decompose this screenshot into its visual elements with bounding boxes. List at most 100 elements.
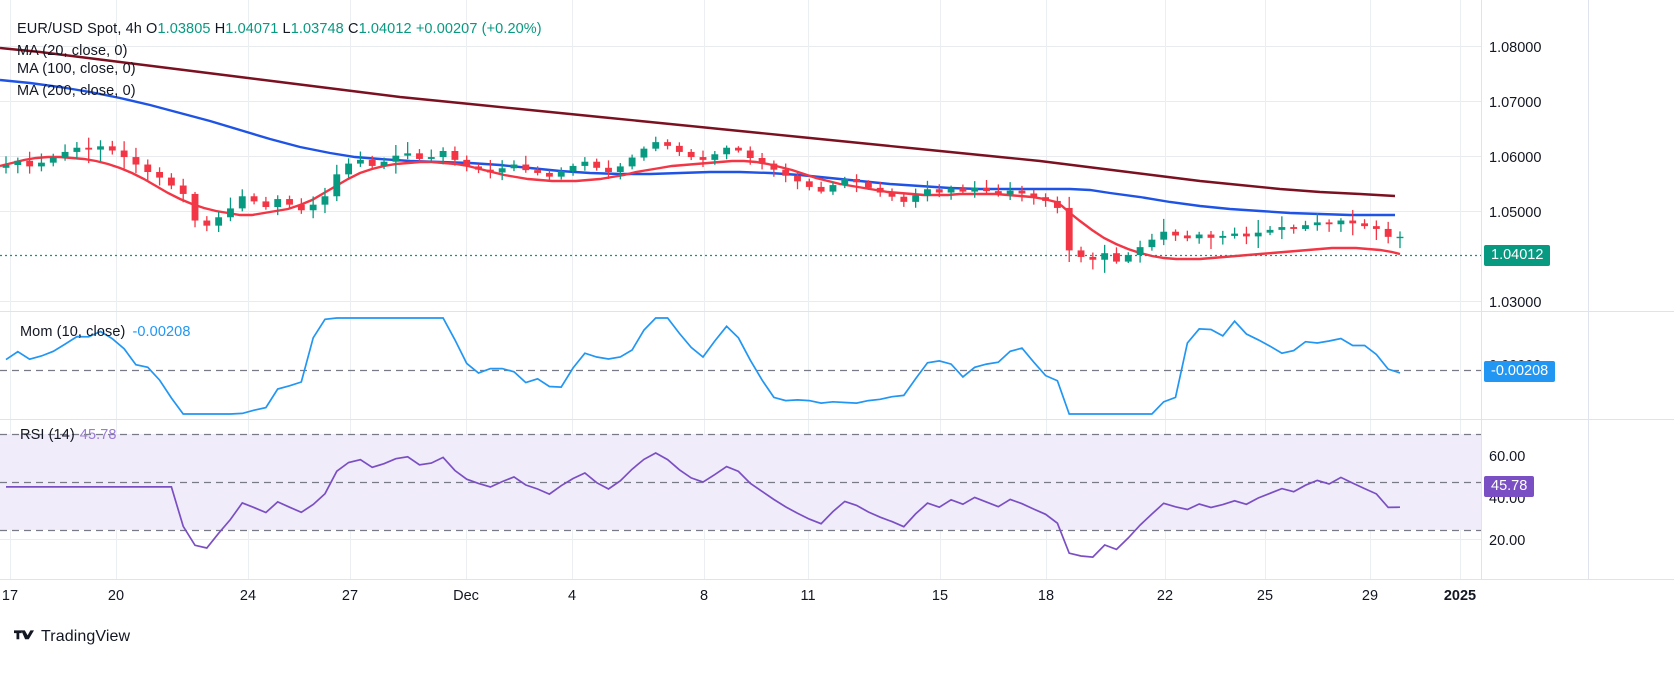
candle-body [108, 146, 116, 151]
candle-body [1018, 190, 1026, 194]
low-value: 1.03748 [290, 21, 344, 37]
time-tick-24: 24 [239, 588, 257, 604]
ma20-line [0, 155, 1401, 261]
time-tick-25: 25 [1256, 588, 1274, 604]
candle-body [1207, 234, 1215, 238]
candle-body [227, 208, 234, 218]
candle-body [900, 196, 908, 202]
ma100-label: MA (100, close, 0) [17, 61, 136, 77]
candle-body [498, 168, 506, 173]
candle-body [581, 161, 589, 166]
candle-body [38, 162, 45, 167]
last-price-badge[interactable]: 1.04012 [1484, 245, 1551, 266]
candle-body [1337, 220, 1345, 225]
candle-body [475, 166, 482, 170]
candle-body [274, 199, 282, 207]
candle-body [191, 193, 199, 221]
candle-body [1077, 250, 1085, 257]
candle-body [1101, 253, 1109, 260]
candle-body [557, 171, 565, 177]
ma20-legend[interactable]: MA (20, close, 0) [17, 43, 128, 60]
candle-body [26, 160, 34, 167]
tradingview-brand-label: TradingView [41, 628, 131, 645]
momentum-label: Mom (10, close) [20, 324, 126, 340]
candle-body [1242, 233, 1250, 237]
low-label: L [282, 21, 291, 37]
rsi-value-badge[interactable]: 45.78 [1484, 476, 1535, 497]
rsi-legend[interactable]: RSI (14) 45.78 [20, 427, 117, 444]
candle-body [1254, 232, 1262, 237]
candle-body [1349, 220, 1357, 224]
candle-body [73, 147, 81, 152]
high-value: 1.04071 [225, 21, 279, 37]
price-tick-1-06000: 1.06000 [1489, 150, 1542, 166]
candle-body [758, 158, 766, 164]
change-percent: (+0.20%) [481, 21, 542, 37]
candle-body [262, 201, 270, 207]
ma200-legend[interactable]: MA (200, close, 0) [17, 83, 136, 100]
symbol-title: EUR/USD Spot, 4h [17, 21, 142, 37]
candle-body [416, 153, 423, 159]
candle-body [1266, 229, 1274, 233]
candle-body [61, 151, 69, 158]
time-tick-20: 20 [107, 588, 125, 604]
candle-body [746, 150, 754, 158]
price-tick-1-08000: 1.08000 [1489, 40, 1542, 56]
candle-body [463, 159, 471, 167]
change-value: +0.00207 [415, 21, 478, 37]
momentum-line [5, 317, 1401, 415]
ma100-legend[interactable]: MA (100, close, 0) [17, 61, 136, 78]
candle-body [1006, 190, 1014, 195]
candle-body [853, 179, 861, 183]
momentum-legend-value: -0.00208 [132, 324, 191, 340]
tradingview-logo-icon [14, 630, 34, 640]
ma100-line [0, 78, 1395, 217]
time-tick-dec: Dec [453, 588, 479, 604]
candle-body [1396, 236, 1404, 239]
time-tick-17: 17 [1, 588, 19, 604]
candle-body [994, 191, 1002, 195]
candle-body [132, 157, 140, 165]
price-tick-1-07000: 1.07000 [1489, 95, 1542, 111]
price-tick-1-03000: 1.03000 [1489, 295, 1542, 311]
open-label: O [146, 21, 158, 37]
candle-body [156, 172, 164, 178]
candle-body [356, 159, 364, 164]
candle-body [1089, 256, 1097, 260]
candle-body [1195, 234, 1203, 239]
time-tick-15: 15 [931, 588, 949, 604]
candle-body [144, 164, 152, 172]
time-tick-2025: 2025 [1443, 588, 1477, 604]
ma20-label: MA (20, close, 0) [17, 43, 128, 59]
candle-body [959, 188, 967, 192]
candle-body [664, 142, 671, 146]
price-tick-1-05000: 1.05000 [1489, 205, 1542, 221]
candle-body [616, 166, 624, 172]
ma200-label: MA (200, close, 0) [17, 83, 136, 99]
candle-body [368, 159, 376, 166]
candle-body [486, 169, 494, 173]
candle-body [675, 145, 683, 152]
candle-body [1172, 231, 1179, 236]
time-tick-8: 8 [699, 588, 709, 604]
candle-body [179, 185, 187, 194]
candle-body [805, 181, 813, 187]
candle-body [321, 196, 329, 205]
candle-body [1325, 222, 1333, 225]
candle-body [49, 157, 57, 163]
candle-body [1030, 193, 1038, 198]
candle-body [297, 204, 305, 211]
candle-body [971, 187, 979, 192]
candle-body [215, 217, 223, 226]
candle-body [1053, 200, 1061, 208]
candle-body [687, 151, 695, 158]
symbol-legend[interactable]: EUR/USD Spot, 4h O1.03805 H1.04071 L1.03… [17, 21, 542, 38]
momentum-legend[interactable]: Mom (10, close) -0.00208 [20, 324, 191, 341]
momentum-value-badge[interactable]: -0.00208 [1484, 361, 1556, 382]
candle-body [404, 153, 412, 156]
candle-body [947, 188, 955, 193]
candle-body [522, 164, 530, 171]
